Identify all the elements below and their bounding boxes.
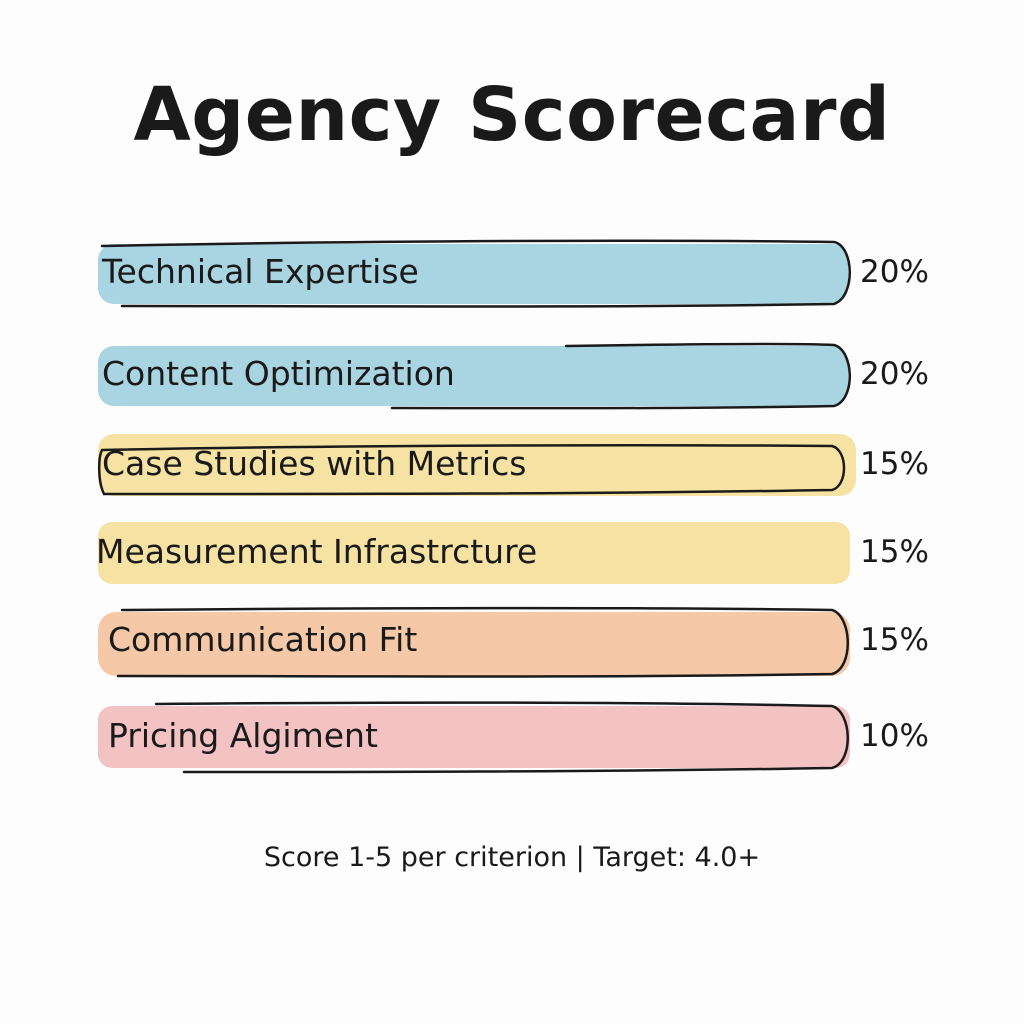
bar-fill [98, 244, 848, 304]
bar-fill [98, 434, 856, 496]
bar-shape [98, 342, 851, 410]
criterion-weight: 15% [860, 622, 929, 658]
page-title: Agency Scorecard [133, 72, 891, 158]
bar-fill [98, 612, 850, 676]
criterion-bar: Pricing Algiment [96, 701, 852, 774]
criterion-bar: Technical Expertise [96, 239, 852, 308]
bar-fill [98, 346, 848, 406]
criterion-label: Measurement Infrastrcture [96, 532, 538, 571]
criterion-label: Communication Fit [108, 620, 418, 659]
criterion-row: Measurement Infrastrcture 15% [96, 520, 1024, 584]
bar-outline [116, 606, 849, 678]
bar-shape [98, 606, 850, 678]
bar-outline [100, 239, 851, 308]
criterion-bar: Measurement Infrastrcture [96, 520, 852, 584]
bar-outline [154, 701, 849, 774]
criterion-weight: 20% [860, 356, 929, 392]
bar-outline [390, 342, 851, 410]
scoring-note: Score 1-5 per criterion | Target: 4.0+ [263, 842, 761, 873]
bar-shape [98, 701, 850, 774]
criterion-label: Content Optimization [102, 354, 455, 393]
criterion-row: Case Studies with Metrics 15% [96, 432, 1024, 496]
criterion-label: Technical Expertise [102, 252, 419, 291]
criterion-bar: Content Optimization [96, 342, 852, 410]
criterion-weight: 15% [860, 534, 929, 570]
criterion-label: Case Studies with Metrics [102, 444, 527, 483]
bar-fill [98, 522, 850, 584]
bar-shape [98, 522, 850, 584]
bar-outline [98, 443, 846, 496]
criterion-label: Pricing Algiment [108, 716, 378, 755]
criterion-row: Communication Fit 15% [96, 606, 1024, 678]
criterion-weight: 10% [860, 718, 929, 754]
criterion-row: Content Optimization 20% [96, 342, 1024, 410]
criterion-weight: 15% [860, 446, 929, 482]
criterion-bar: Communication Fit [96, 606, 852, 678]
criterion-row: Technical Expertise 20% [96, 239, 1024, 308]
criterion-bar: Case Studies with Metrics [96, 432, 856, 496]
bar-fill [98, 706, 850, 768]
criterion-weight: 20% [860, 254, 929, 290]
criterion-row: Pricing Algiment 10% [96, 701, 1024, 774]
bar-shape [98, 434, 856, 496]
bar-shape [98, 239, 851, 308]
